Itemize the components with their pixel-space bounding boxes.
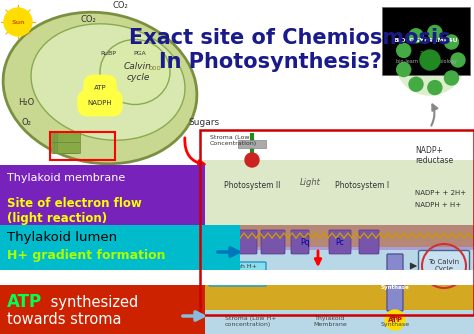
Circle shape	[397, 62, 410, 76]
Circle shape	[428, 25, 442, 39]
Ellipse shape	[100, 39, 170, 105]
Text: >>>: >>>	[419, 49, 433, 54]
Text: NADPH + H+: NADPH + H+	[415, 202, 461, 208]
Circle shape	[397, 43, 410, 57]
Text: Exact site of Chemiosmosis: Exact site of Chemiosmosis	[129, 28, 451, 48]
Text: Pq: Pq	[300, 238, 310, 247]
Text: NADPH: NADPH	[88, 100, 112, 106]
Text: Thylakoid lumen: Thylakoid lumen	[7, 230, 117, 243]
FancyBboxPatch shape	[53, 143, 76, 154]
Text: ATP
Synthase: ATP Synthase	[381, 280, 410, 290]
FancyBboxPatch shape	[0, 285, 205, 334]
FancyBboxPatch shape	[200, 293, 474, 310]
FancyBboxPatch shape	[200, 271, 474, 293]
FancyBboxPatch shape	[0, 165, 205, 225]
Text: H₂O: H₂O	[18, 98, 34, 107]
Text: Photosystem I: Photosystem I	[335, 181, 389, 190]
Circle shape	[385, 310, 405, 330]
Text: Stroma (Low H+
concentration): Stroma (Low H+ concentration)	[225, 316, 276, 327]
FancyBboxPatch shape	[200, 160, 474, 225]
FancyBboxPatch shape	[57, 143, 81, 154]
Text: concentration): concentration)	[207, 272, 253, 277]
Circle shape	[409, 77, 423, 91]
Text: CO₂: CO₂	[112, 1, 128, 10]
Text: Sugars: Sugars	[188, 118, 219, 127]
FancyBboxPatch shape	[55, 132, 78, 143]
Text: synthesized: synthesized	[46, 295, 138, 310]
Text: CO₂: CO₂	[80, 15, 96, 24]
Text: towards stroma: towards stroma	[7, 312, 121, 327]
Circle shape	[445, 35, 458, 49]
FancyBboxPatch shape	[56, 132, 79, 143]
FancyBboxPatch shape	[52, 132, 74, 143]
Circle shape	[451, 53, 465, 67]
Text: To Calvin
Cycle: To Calvin Cycle	[428, 260, 460, 273]
Text: Thylakoid
Membrane: Thylakoid Membrane	[313, 316, 347, 327]
FancyBboxPatch shape	[55, 143, 78, 154]
Circle shape	[245, 153, 259, 167]
FancyBboxPatch shape	[238, 140, 266, 148]
Text: Stroma (Low
Concentration): Stroma (Low Concentration)	[210, 135, 257, 146]
Text: ATP
Synthase: ATP Synthase	[381, 316, 410, 327]
Circle shape	[428, 80, 442, 95]
Text: Thylakoid: Thylakoid	[207, 256, 237, 261]
FancyBboxPatch shape	[52, 143, 74, 154]
FancyBboxPatch shape	[329, 230, 351, 254]
Ellipse shape	[3, 12, 197, 164]
Text: Pc: Pc	[336, 238, 345, 247]
Text: O₂: O₂	[21, 118, 31, 127]
Circle shape	[420, 50, 440, 70]
Text: NADP+
reductase: NADP+ reductase	[415, 146, 453, 165]
Text: Thylakoid membrane: Thylakoid membrane	[7, 173, 125, 183]
FancyBboxPatch shape	[209, 262, 266, 286]
Text: In Photosynthesis?: In Photosynthesis?	[159, 52, 382, 72]
FancyBboxPatch shape	[359, 230, 379, 254]
Text: ATP: ATP	[388, 317, 402, 323]
Circle shape	[445, 71, 458, 85]
Text: Calvin
cycle: Calvin cycle	[124, 62, 152, 82]
FancyBboxPatch shape	[419, 250, 470, 282]
FancyBboxPatch shape	[200, 247, 474, 270]
FancyBboxPatch shape	[57, 132, 81, 143]
Circle shape	[4, 8, 32, 36]
FancyBboxPatch shape	[261, 230, 285, 254]
FancyBboxPatch shape	[200, 225, 474, 247]
FancyBboxPatch shape	[200, 293, 474, 334]
Text: ① 12 O₂: ① 12 O₂	[213, 273, 238, 278]
FancyBboxPatch shape	[200, 225, 474, 250]
Text: H+ gradient formation: H+ gradient formation	[7, 248, 165, 262]
Text: ATP: ATP	[94, 85, 106, 91]
Text: bio-learn 'it' with biology: bio-learn 'it' with biology	[396, 59, 456, 64]
Text: Light: Light	[300, 178, 320, 187]
FancyBboxPatch shape	[207, 230, 239, 254]
Text: NADP+ + 2H+: NADP+ + 2H+	[415, 190, 466, 196]
Text: +2 H+: +2 H+	[213, 281, 234, 286]
FancyBboxPatch shape	[387, 254, 403, 311]
Text: BIOLOGYE4AME4U: BIOLOGYE4AME4U	[394, 37, 458, 42]
Text: PGA: PGA	[134, 51, 146, 56]
Ellipse shape	[31, 24, 185, 140]
FancyBboxPatch shape	[56, 143, 79, 154]
Text: Sun: Sun	[11, 19, 25, 24]
FancyBboxPatch shape	[200, 310, 474, 334]
FancyBboxPatch shape	[237, 230, 257, 254]
Text: Site of electron flow
(light reaction): Site of electron flow (light reaction)	[7, 197, 142, 225]
Text: ooo: ooo	[149, 65, 161, 71]
Circle shape	[409, 29, 423, 43]
Text: Photosystem II: Photosystem II	[224, 181, 280, 190]
Text: ATP: ATP	[7, 293, 42, 311]
Circle shape	[395, 25, 465, 95]
Text: lumen (high H+: lumen (high H+	[207, 264, 257, 269]
Text: RuBP: RuBP	[100, 51, 116, 56]
FancyBboxPatch shape	[382, 7, 470, 75]
FancyBboxPatch shape	[0, 225, 240, 270]
FancyBboxPatch shape	[0, 270, 474, 285]
FancyBboxPatch shape	[291, 230, 309, 254]
FancyBboxPatch shape	[53, 132, 76, 143]
